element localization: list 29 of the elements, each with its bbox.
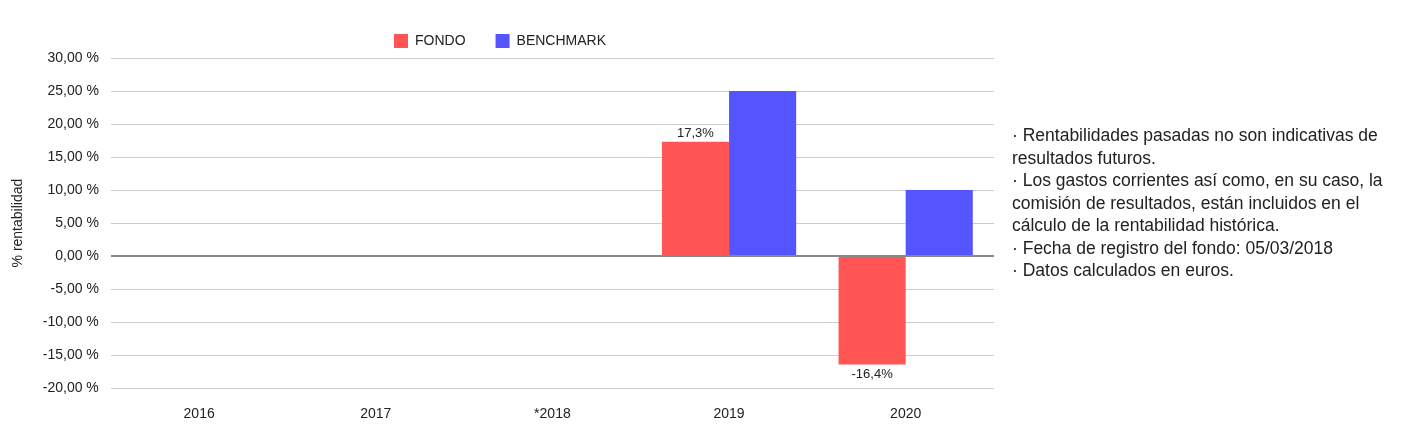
text: · Datos calculados en euros.	[1012, 259, 1235, 282]
y-tick-label: 25,00 %	[47, 81, 99, 98]
y-tick-label: 5,00 %	[55, 213, 99, 230]
y-axis-title: % rentabilidad	[9, 178, 26, 268]
y-tick-label: 15,00 %	[47, 147, 99, 164]
x-tick-label: 2020	[890, 405, 922, 422]
y-tick-label: 20,00 %	[47, 114, 99, 131]
text: · Rentabilidades pasadas no son indicativas de resultados futuros.	[1012, 124, 1379, 169]
text: · Fecha de registro del fondo: 05/03/2018	[1012, 236, 1335, 259]
y-tick-label: -5,00 %	[50, 280, 99, 296]
x-tick-label: *2018	[534, 405, 571, 422]
bar	[838, 257, 906, 365]
bar	[905, 190, 973, 256]
bar	[729, 91, 797, 256]
data-label: 17,3%	[677, 124, 715, 140]
bar	[661, 141, 730, 256]
y-tick-label: -10,00 %	[42, 313, 99, 330]
y-tick-label: -20,00 %	[42, 379, 99, 396]
y-tick-label: -15,00 %	[42, 346, 99, 363]
legend-label: FONDO	[415, 31, 466, 48]
x-tick-label: 2016	[183, 405, 215, 422]
x-tick-label: 2019	[713, 405, 745, 422]
y-tick-label: 30,00 %	[47, 48, 99, 65]
y-tick-label: 0,00 %	[55, 246, 99, 263]
data-label: -16,4%	[851, 365, 894, 381]
x-tick-label: 2017	[360, 405, 392, 422]
text: · Los gastos corrientes así como, en su caso, la comisión de resultados, están incluidos en el cálculo de la rentabilidad histórica.	[1012, 169, 1384, 237]
legend-label: BENCHMARK	[516, 31, 607, 48]
y-tick-label: 10,00 %	[47, 180, 99, 197]
